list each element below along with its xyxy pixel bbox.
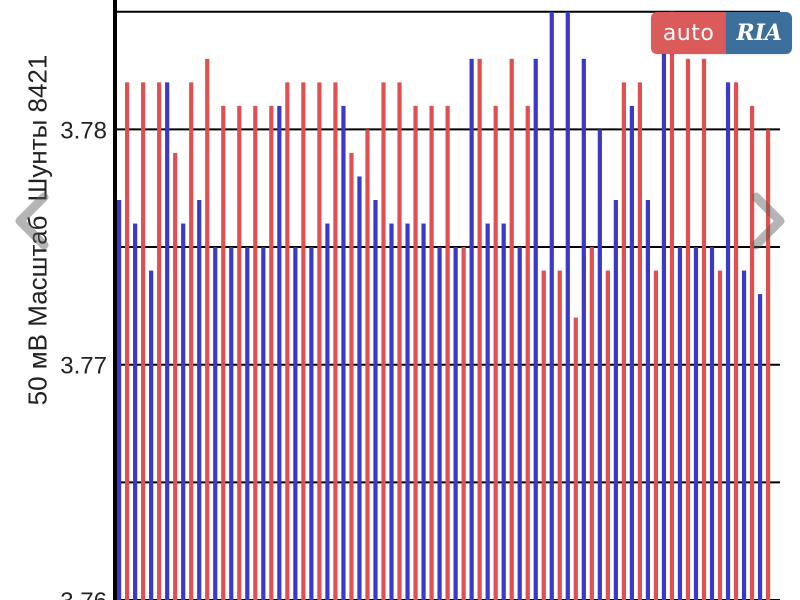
bar-red — [365, 129, 370, 600]
bar-red — [477, 58, 482, 600]
bar-blue — [405, 223, 410, 600]
bar-blue — [133, 223, 138, 600]
bar-red — [621, 82, 626, 600]
bar-blue — [741, 270, 747, 600]
bar-blue — [581, 58, 586, 600]
bar-blue — [181, 223, 186, 600]
bar-red — [557, 270, 562, 600]
bar-blue — [245, 247, 250, 600]
bar-blue — [117, 200, 122, 600]
bar-blue — [597, 129, 602, 600]
bar-red — [317, 82, 322, 600]
bar-blue — [357, 176, 362, 600]
y-axis-label-shunts: Шунты 8421 — [22, 54, 53, 202]
y-tick-label: 3.78 — [60, 117, 107, 144]
bar-blue — [725, 82, 731, 600]
bar-blue — [709, 247, 715, 600]
bar-red — [253, 105, 258, 600]
bar-blue — [325, 223, 330, 600]
bar-red — [685, 58, 691, 600]
bar-blue — [341, 105, 346, 600]
bar-red — [573, 317, 578, 600]
bar-red — [189, 82, 194, 600]
bar-blue — [197, 200, 202, 600]
bar-red — [285, 82, 290, 600]
bar-red — [605, 270, 610, 600]
bar-blue — [213, 247, 218, 600]
bar-blue — [485, 223, 490, 600]
bar-blue — [453, 247, 458, 600]
bar-red — [333, 82, 338, 600]
next-image-button[interactable] — [742, 192, 794, 250]
autoria-logo: auto RIA — [650, 12, 792, 54]
prev-image-button[interactable] — [6, 192, 58, 250]
bar-red — [669, 11, 675, 600]
bars — [117, 11, 771, 600]
bar-red — [733, 82, 739, 600]
bar-red — [525, 105, 530, 600]
bar-blue — [277, 105, 282, 600]
chevron-left-icon — [15, 192, 49, 250]
bar-blue — [629, 105, 634, 600]
bar-red — [717, 270, 723, 600]
bar-red — [301, 82, 306, 600]
bar-red — [509, 58, 514, 600]
bar-blue — [389, 223, 394, 600]
bar-blue — [661, 35, 667, 600]
bar-red — [173, 152, 178, 600]
bar-red — [765, 129, 771, 600]
bar-blue — [677, 247, 683, 600]
bar-blue — [533, 58, 538, 600]
bar-red — [381, 82, 386, 600]
bar-red — [413, 105, 418, 600]
bar-blue — [613, 200, 618, 600]
bar-red — [205, 58, 210, 600]
bar-red — [637, 82, 642, 600]
logo-ria: RIA — [726, 12, 792, 54]
bar-blue — [309, 247, 314, 600]
bar-red — [701, 58, 707, 600]
bar-blue — [229, 247, 234, 600]
bar-red — [541, 270, 546, 600]
bar-red — [445, 105, 450, 600]
bar-red — [157, 82, 162, 600]
bar-red — [141, 82, 146, 600]
bar-red — [125, 82, 130, 600]
y-tick-label: 3.76 — [60, 588, 107, 600]
bar-blue — [501, 223, 506, 600]
bar-blue — [549, 11, 554, 600]
bar-blue — [165, 82, 170, 600]
tick-labels: 3.76 3.77 3.78 — [60, 117, 107, 600]
bar-blue — [565, 11, 570, 600]
bar-red — [237, 105, 242, 600]
bar-red — [349, 152, 354, 600]
bar-red — [461, 247, 466, 600]
bar-red — [269, 105, 274, 600]
chevron-right-icon — [751, 192, 785, 250]
bar-red — [589, 247, 594, 600]
logo-auto: auto — [650, 12, 727, 54]
bar-blue — [437, 247, 442, 600]
bar-blue — [261, 247, 266, 600]
bar-blue — [757, 294, 763, 600]
bar-red — [749, 105, 755, 600]
bar-blue — [421, 223, 426, 600]
y-tick-label: 3.77 — [60, 353, 107, 380]
bar-red — [653, 270, 659, 600]
bar-red — [221, 105, 226, 600]
bar-blue — [469, 58, 474, 600]
bar-blue — [149, 270, 154, 600]
bar-red — [429, 105, 434, 600]
bar-blue — [517, 247, 522, 600]
bar-red — [397, 82, 402, 600]
bar-blue — [693, 247, 699, 600]
bar-blue — [645, 200, 651, 600]
bar-red — [493, 105, 498, 600]
bar-blue — [373, 200, 378, 600]
bar-blue — [293, 247, 298, 600]
